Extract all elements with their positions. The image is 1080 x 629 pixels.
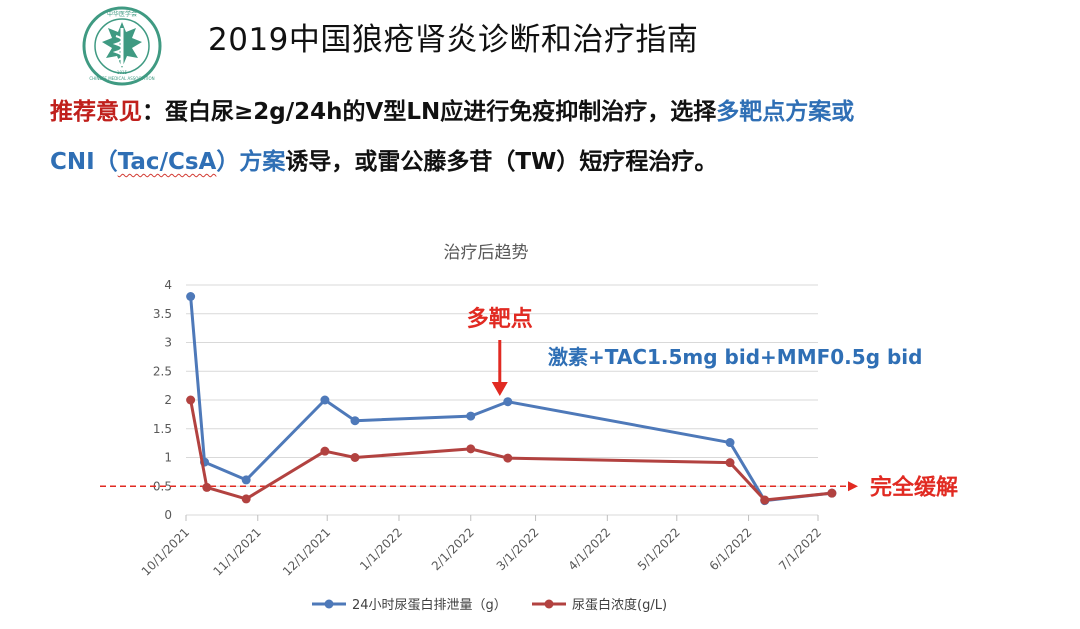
series-1-point [320,395,330,405]
chinese-medical-association-logo: 中华医学会 CHINESE MEDICAL ASSOCIATION 1915 [82,6,162,86]
remission-reference [100,481,858,492]
x-tick-label: 2/1/2022 [429,525,477,573]
recommendation-label: 推荐意见 [50,99,142,125]
y-tick-label: 2 [164,393,172,407]
x-tick-label: 5/1/2022 [635,525,683,573]
recommendation-highlight-2b: Tac/CsA [117,149,217,175]
series-2-point [241,494,251,504]
chart-title: 治疗后趋势 [444,243,529,263]
x-tick-label: 12/1/2021 [280,525,333,578]
remission-label: 完全缓解 [870,474,958,500]
legend-label-1: 24小时尿蛋白排泄量（g） [352,597,507,613]
x-tick-label: 3/1/2022 [494,525,542,573]
x-axis-ticks: 10/1/2021 11/1/2021 12/1/2021 1/1/2022 2/1/2… [139,515,824,579]
y-tick-label: 2.5 [153,364,172,378]
x-tick-label: 1/1/2022 [357,525,405,573]
legend-marker-2 [544,599,554,609]
x-tick-label: 7/1/2022 [776,525,824,573]
recommendation-highlight-1: 多靶点方案或 [716,99,855,125]
y-axis-ticks: 00.511.522.533.54 [153,278,172,522]
y-tick-label: 0 [164,508,172,522]
series-line-2 [189,399,833,502]
y-tick-label: 3.5 [153,307,172,321]
x-tick-label: 4/1/2022 [565,525,613,573]
logo-text: 中华医学会 [107,10,137,18]
x-tick-label: 10/1/2021 [139,525,192,578]
series-1-point [186,292,196,301]
recommendation-highlight-2a: CNI（ [50,149,118,175]
series-1-point [503,397,513,407]
recommendation-colon: ： [142,99,165,125]
series-2-point [827,488,837,498]
y-tick-label: 1 [164,451,172,465]
slide-title: 2019中国狼疮肾炎诊断和治疗指南 [208,22,699,58]
logo-text-en: CHINESE MEDICAL ASSOCIATION [89,76,154,81]
recommendation-line-1: 推荐意见：蛋白尿≥2g/24h的Ⅴ型LN应进行免疫抑制治疗，选择多靶点方案或 [50,92,854,126]
series-1-point [350,416,360,426]
recommendation-text-1: 蛋白尿≥2g/24h的Ⅴ型LN应进行免疫抑制治疗，选择 [165,99,717,125]
chart-legend: 24小时尿蛋白排泄量（g） 尿蛋白浓度(g/L) [312,597,667,613]
series-2-point [760,495,770,505]
series-1-point [466,411,476,421]
series-1-point [241,475,251,485]
x-tick-label: 6/1/2022 [707,525,755,573]
series-2-point [466,444,476,454]
regimen-label: 激素+TAC1.5mg bid+MMF0.5g bid [548,345,922,369]
recommendation-text-2: 诱导，或雷公藤多苷（TW）短疗程治疗。 [285,149,718,175]
remission-arrowhead [848,481,858,492]
series-2-point [350,453,360,462]
recommendation-line-2: CNI（Tac/CsA）方案诱导，或雷公藤多苷（TW）短疗程治疗。 [50,142,717,176]
series-2-point [202,482,212,492]
y-tick-label: 3 [164,336,172,350]
y-tick-label: 4 [164,278,172,292]
x-tick-label: 11/1/2021 [210,525,263,578]
multi-target-arrowhead [491,382,508,396]
series-line-1 [189,296,833,503]
legend-marker-1 [324,599,334,609]
series-2-point [186,395,196,405]
series-2-point [320,446,330,456]
chart-series [186,292,837,506]
multi-target-label: 多靶点 [467,306,533,332]
series-2-point [725,458,735,468]
recommendation-highlight-2c: ）方案 [216,149,286,175]
series-1-point [725,438,735,448]
chart-annotations: 多靶点 激素+TAC1.5mg bid+MMF0.5g bid 完全缓解 [467,306,958,500]
logo-year: 1915 [117,70,128,75]
legend-label-2: 尿蛋白浓度(g/L) [572,597,667,613]
y-tick-label: 1.5 [153,422,172,436]
series-2-point [503,453,513,463]
